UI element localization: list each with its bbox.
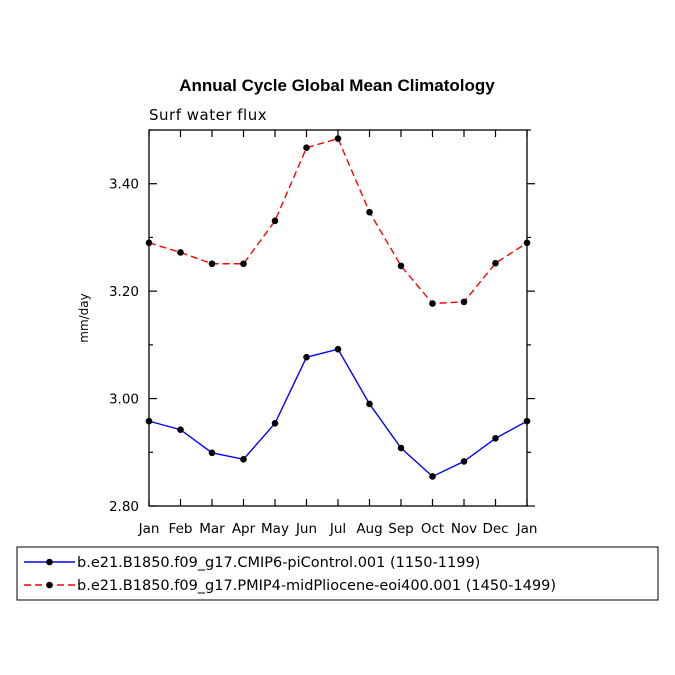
- series-layer: [145, 135, 531, 480]
- data-point: [208, 260, 216, 268]
- legend: b.e21.B1850.f09_g17.CMIP6-piControl.001 …: [16, 546, 659, 601]
- x-tick-label: Jun: [295, 521, 317, 537]
- x-tick-label: Jan: [138, 521, 160, 537]
- x-tick-label: Feb: [169, 521, 193, 537]
- legend-box: [16, 546, 659, 601]
- data-point: [460, 298, 468, 306]
- x-tick-label: Sep: [388, 521, 413, 537]
- data-point: [429, 473, 436, 480]
- data-point: [177, 249, 184, 256]
- data-point: [397, 262, 405, 270]
- data-point: [366, 208, 373, 216]
- data-point: [240, 260, 247, 268]
- data-point: [492, 435, 499, 442]
- x-tick-label: May: [261, 521, 289, 537]
- data-point: [271, 217, 279, 225]
- axis-ticks: Jan Feb Mar Apr May Jun Jul Aug Sep Oct Nov Dec Jan 2…: [109, 129, 538, 537]
- x-tick-label: Aug: [356, 521, 382, 537]
- x-tick-label: Oct: [421, 521, 444, 537]
- y-tick-label: 3.40: [109, 177, 139, 193]
- x-tick-label: Jan: [516, 521, 538, 537]
- data-point: [492, 259, 499, 267]
- data-point: [334, 135, 342, 142]
- x-tick-label: Apr: [232, 521, 256, 537]
- legend-label: b.e21.B1850.f09_g17.CMIP6-piControl.001 …: [77, 555, 480, 571]
- chart-subtitle: Surf water flux: [149, 106, 267, 124]
- data-point: [303, 144, 310, 152]
- data-point: [334, 345, 342, 353]
- data-point: [460, 458, 468, 465]
- x-tick-label: Nov: [451, 521, 477, 537]
- legend-marker: [46, 581, 53, 589]
- y-tick-label: 3.00: [109, 392, 139, 408]
- x-tick-label: Mar: [199, 521, 225, 537]
- data-point: [397, 444, 405, 452]
- legend-marker: [46, 558, 53, 566]
- x-tick-label: Jul: [329, 521, 346, 537]
- data-point: [177, 426, 184, 434]
- y-tick-label: 2.80: [109, 499, 139, 515]
- data-point: [208, 449, 216, 457]
- data-point: [366, 400, 373, 408]
- data-point: [429, 300, 436, 307]
- y-axis-label: mm/day: [77, 293, 91, 343]
- data-point: [303, 353, 310, 361]
- data-point: [240, 455, 247, 463]
- chart-title: Annual Cycle Global Mean Climatology: [179, 76, 495, 95]
- x-tick-label: Dec: [482, 521, 508, 537]
- data-point: [271, 419, 279, 427]
- plot-frame: [148, 129, 528, 507]
- legend-label: b.e21.B1850.f09_g17.PMIP4-midPliocene-eo…: [77, 578, 556, 594]
- y-tick-label: 3.20: [109, 284, 139, 300]
